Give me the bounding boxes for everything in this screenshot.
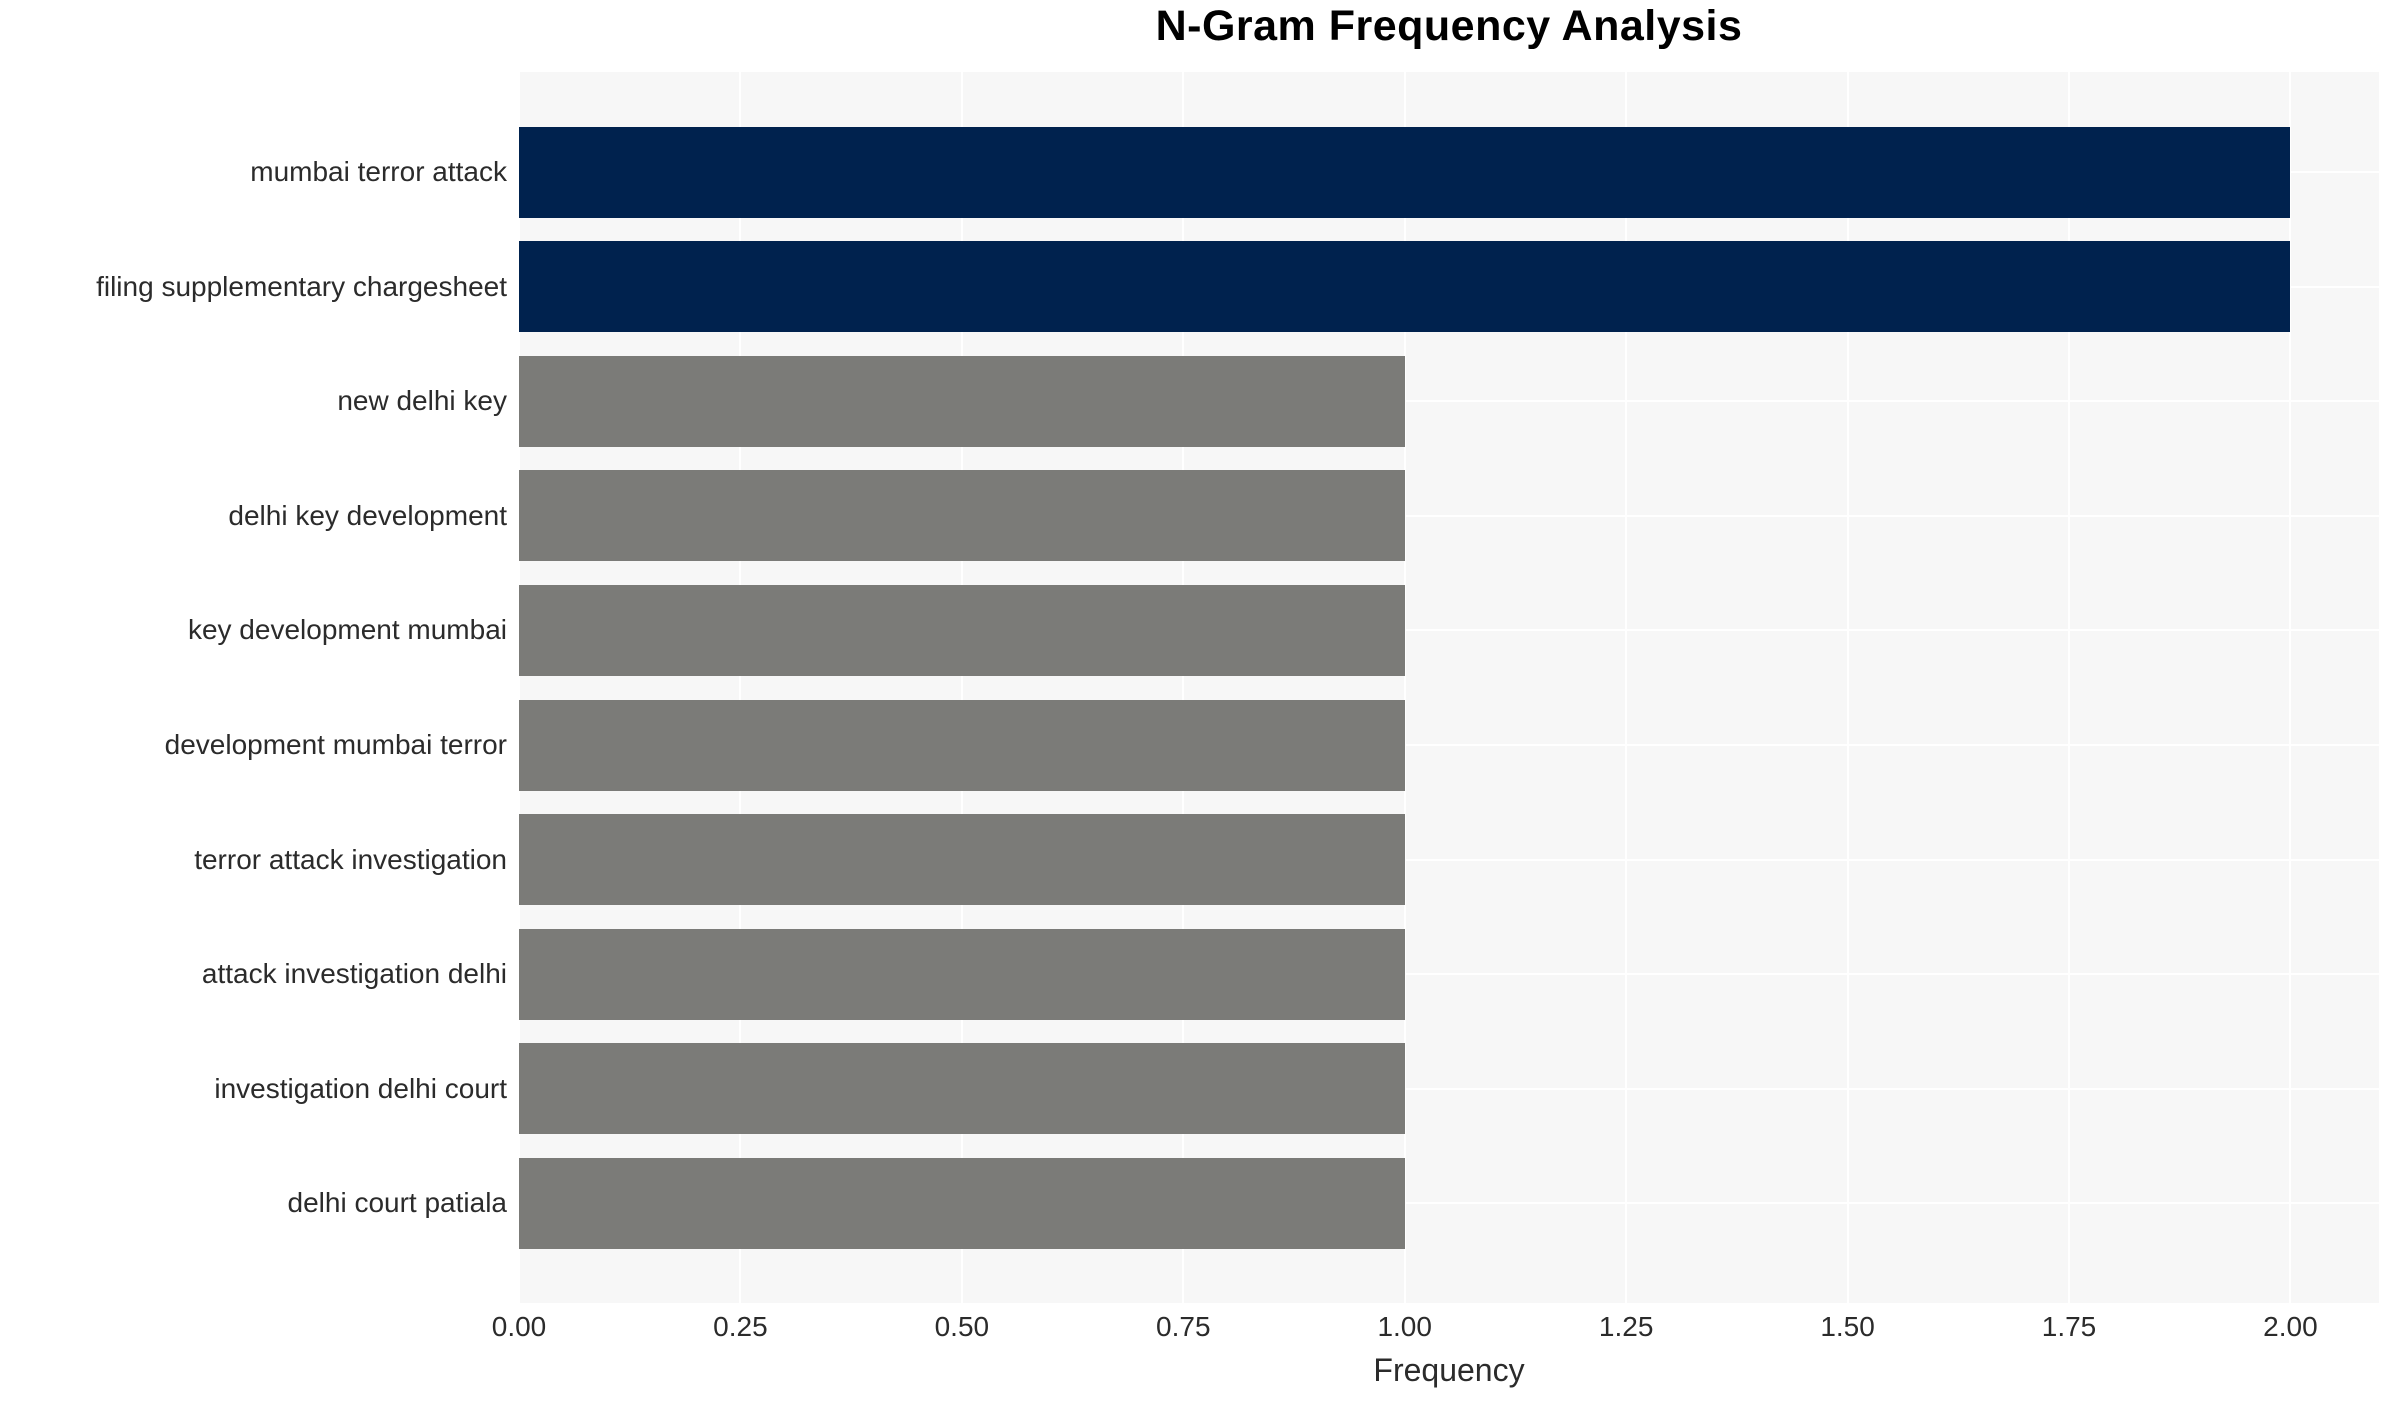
bar-mumbai-terror-attack bbox=[519, 126, 2291, 218]
gridline-vertical bbox=[739, 72, 742, 1303]
x-tick-label: 1.25 bbox=[1598, 1311, 1654, 1342]
x-tick-label: 0.50 bbox=[934, 1311, 990, 1342]
y-tick-label: attack investigation delhi bbox=[201, 958, 507, 990]
bar-new-delhi-key bbox=[519, 355, 1405, 447]
y-tick-label: new delhi key bbox=[337, 385, 507, 417]
y-tick-label: development mumbai terror bbox=[164, 729, 507, 760]
x-tick-label: 1.75 bbox=[2041, 1311, 2097, 1342]
x-tick-label: 2.00 bbox=[2263, 1311, 2318, 1342]
y-tick-label: delhi key development bbox=[228, 499, 507, 531]
y-tick-label: filing supplementary chargesheet bbox=[96, 270, 507, 302]
bar-filing-supplementary-chargesheet bbox=[519, 241, 2291, 333]
gridline-vertical bbox=[2068, 72, 2070, 1303]
bar-delhi-court-patiala bbox=[519, 1157, 1405, 1249]
x-axis-label: Frequency bbox=[1373, 1352, 1525, 1388]
x-tick-label: 1.00 bbox=[1377, 1311, 1432, 1342]
gridline-horizontal bbox=[519, 1087, 2379, 1090]
gridline-vertical bbox=[518, 72, 520, 1303]
gridline-horizontal bbox=[519, 858, 2379, 861]
bar-investigation-delhi-court bbox=[519, 1043, 1405, 1135]
gridline-horizontal bbox=[519, 400, 2379, 403]
gridline-horizontal bbox=[519, 744, 2379, 746]
bar-terror-attack-investigation bbox=[519, 814, 1405, 906]
gridline-vertical bbox=[1403, 72, 1406, 1303]
bar-attack-investigation-delhi bbox=[519, 928, 1405, 1020]
gridline-horizontal bbox=[519, 973, 2379, 976]
x-axis-ticks: 0.00 0.25 0.50 0.75 1.00 1.25 1.50 1.75 2.00 bbox=[492, 1311, 2379, 1351]
bar-delhi-key-development bbox=[519, 470, 1405, 562]
x-tick-label: 1.50 bbox=[1820, 1311, 1875, 1342]
chart-title: N-Gram Frequency Analysis bbox=[1155, 2, 1743, 50]
gridline-horizontal bbox=[519, 629, 2379, 632]
bar-key-development-mumbai bbox=[519, 584, 1405, 676]
y-tick-label: investigation delhi court bbox=[214, 1072, 507, 1104]
y-tick-label: mumbai terror attack bbox=[250, 156, 507, 187]
gridline-vertical bbox=[1625, 72, 1628, 1303]
x-tick-label: 0.00 bbox=[491, 1311, 547, 1342]
y-tick-label: key development mumbai bbox=[187, 614, 507, 646]
gridline-vertical bbox=[1846, 72, 1849, 1303]
gridline-vertical bbox=[960, 72, 963, 1303]
gridline-horizontal bbox=[519, 514, 2379, 517]
bar-development-mumbai-terror bbox=[519, 699, 1405, 791]
gridline-vertical bbox=[2289, 72, 2292, 1303]
y-axis-labels: mumbai terror attack filing supplementary… bbox=[0, 72, 507, 1303]
y-tick-label: terror attack investigation bbox=[194, 843, 507, 875]
plot-area bbox=[518, 72, 2379, 1303]
x-tick-label: 0.25 bbox=[713, 1311, 768, 1342]
gridline-vertical bbox=[1182, 72, 1185, 1303]
x-tick-label: 0.75 bbox=[1156, 1311, 1211, 1342]
gridline-horizontal bbox=[519, 1202, 2379, 1205]
y-tick-label: delhi court patiala bbox=[287, 1187, 507, 1219]
